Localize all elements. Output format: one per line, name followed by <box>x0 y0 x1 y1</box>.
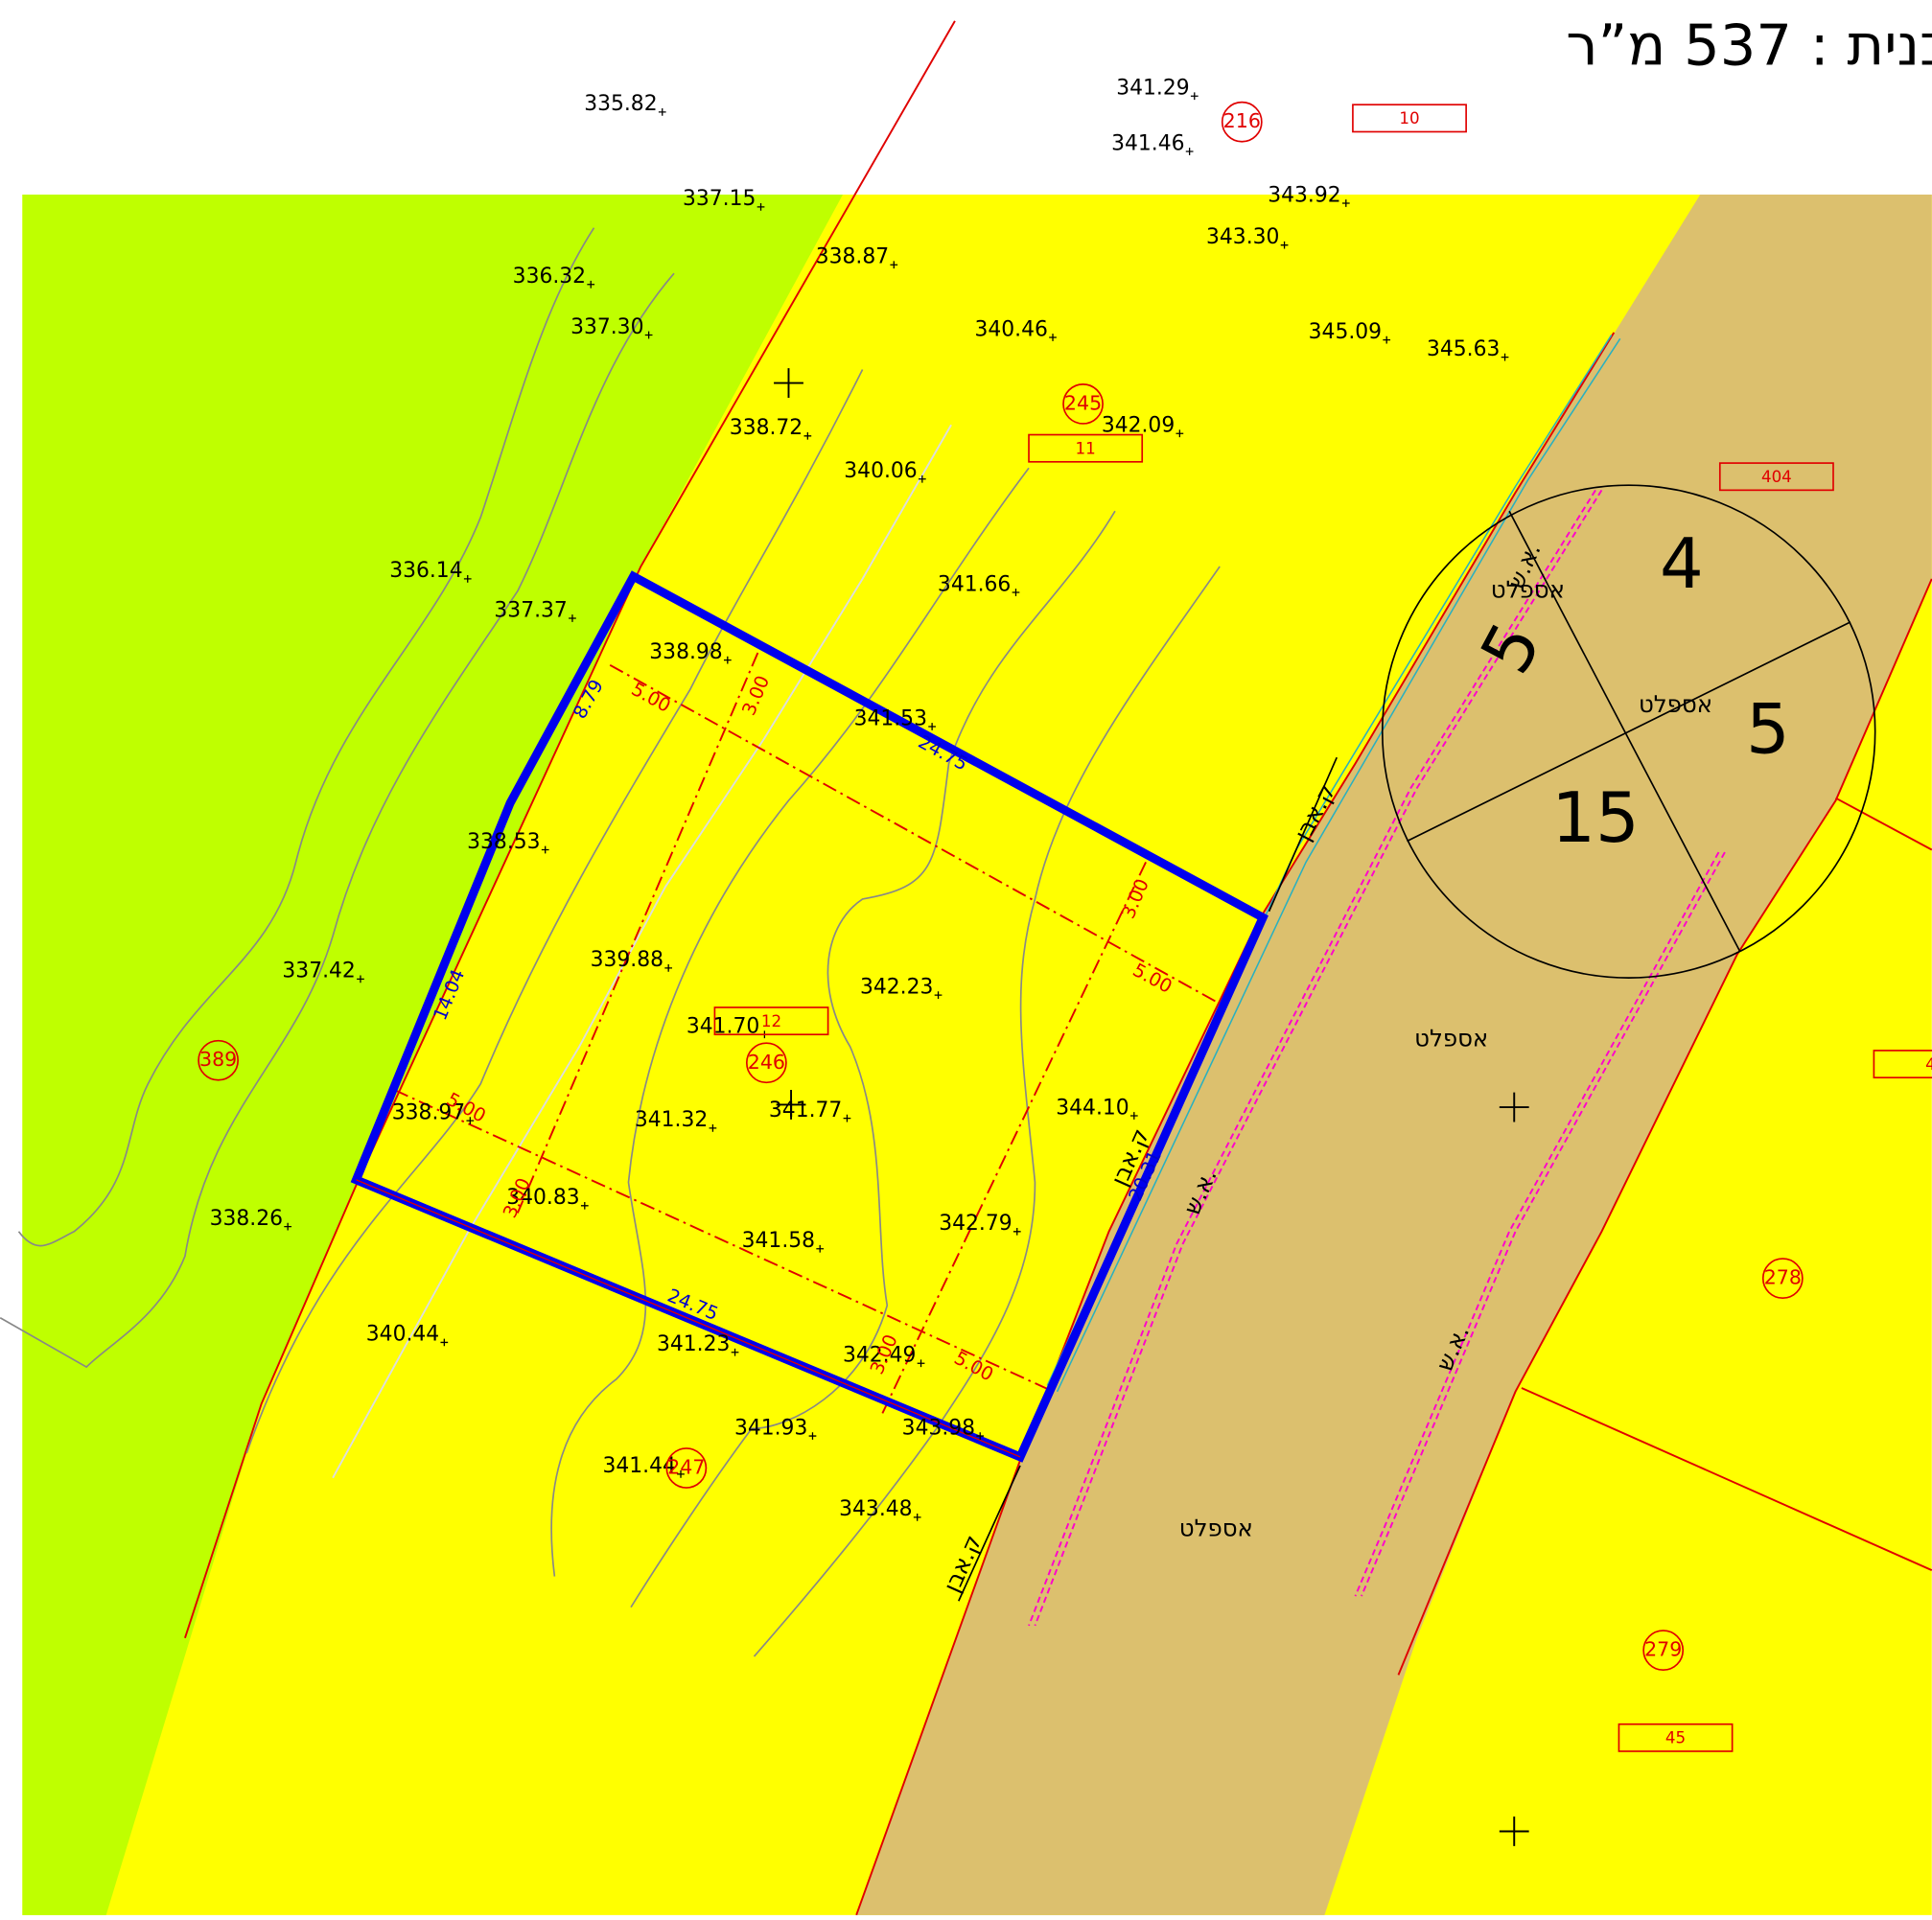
elevation: 343.30 <box>1206 225 1279 249</box>
elevation: 338.26 <box>210 1207 283 1231</box>
elevation: 341.58 <box>742 1229 815 1253</box>
plot-number: 45 <box>1665 1728 1686 1747</box>
elevation: 337.30 <box>570 315 643 339</box>
elevation: 340.44 <box>366 1323 439 1347</box>
elevation: 335.82 <box>584 92 657 116</box>
elevation-point <box>1186 148 1194 155</box>
road-label: אספלט <box>1179 1515 1253 1542</box>
elevation: 345.63 <box>1427 337 1500 361</box>
plot-number: 404 <box>1761 467 1792 486</box>
elevation: 341.44 <box>602 1454 675 1478</box>
section-label: 4 <box>1660 523 1704 604</box>
parcel-number: 216 <box>1223 109 1261 132</box>
elevation: 338.53 <box>467 830 540 854</box>
plot-number: 4 <box>1925 1054 1932 1074</box>
elevation: 344.10 <box>1056 1096 1129 1120</box>
survey-map: וכנית : 537 מ”ר 335.82 341.29 341.46 337.15… <box>0 0 1932 1920</box>
elevation: 341.23 <box>657 1332 730 1356</box>
elevation: 339.88 <box>591 948 663 972</box>
elevation: 337.15 <box>683 187 756 211</box>
parcel-number: 389 <box>199 1048 237 1071</box>
elevation: 337.42 <box>282 960 355 983</box>
section-label: 15 <box>1551 777 1640 858</box>
elevation: 343.98 <box>902 1416 975 1440</box>
parcel-number: 247 <box>667 1455 705 1478</box>
parcel-number: 278 <box>1764 1266 1802 1289</box>
elevation: 340.46 <box>974 317 1047 341</box>
elevation: 343.48 <box>839 1497 912 1521</box>
elevation: 340.06 <box>844 459 917 483</box>
elevation: 341.32 <box>635 1108 708 1132</box>
elevation: 342.79 <box>939 1212 1012 1236</box>
parcel-number: 279 <box>1644 1638 1682 1661</box>
elevation: 338.72 <box>730 416 803 440</box>
elevation-point <box>1191 92 1199 100</box>
elevation-point <box>659 108 666 116</box>
elevation: 336.32 <box>513 265 586 289</box>
elevation: 345.09 <box>1309 320 1382 344</box>
elevation: 341.66 <box>938 572 1011 596</box>
elevation: 341.53 <box>854 706 927 730</box>
plot-number: 11 <box>1076 438 1096 457</box>
plot-number: 12 <box>761 1011 781 1030</box>
elevation: 338.87 <box>816 245 889 269</box>
parcel-number: 245 <box>1064 391 1102 414</box>
elevation: 341.93 <box>734 1416 807 1440</box>
plot-number: 10 <box>1399 108 1419 127</box>
elevation: 337.37 <box>494 598 567 622</box>
elevation: 336.14 <box>389 559 462 583</box>
elevation: 341.29 <box>1116 77 1189 101</box>
elevation: 342.23 <box>860 975 933 999</box>
section-label: 5 <box>1746 688 1790 769</box>
title: וכנית : 537 מ”ר <box>1566 12 1932 79</box>
elevation: 343.92 <box>1268 183 1340 207</box>
section-label: אספלט <box>1639 690 1712 718</box>
elevation: 338.98 <box>649 640 722 664</box>
elevation: 341.77 <box>769 1099 842 1122</box>
road-label: אספלט <box>1414 1024 1488 1052</box>
parcel-number: 246 <box>748 1051 785 1074</box>
elevation: 341.46 <box>1111 131 1184 155</box>
